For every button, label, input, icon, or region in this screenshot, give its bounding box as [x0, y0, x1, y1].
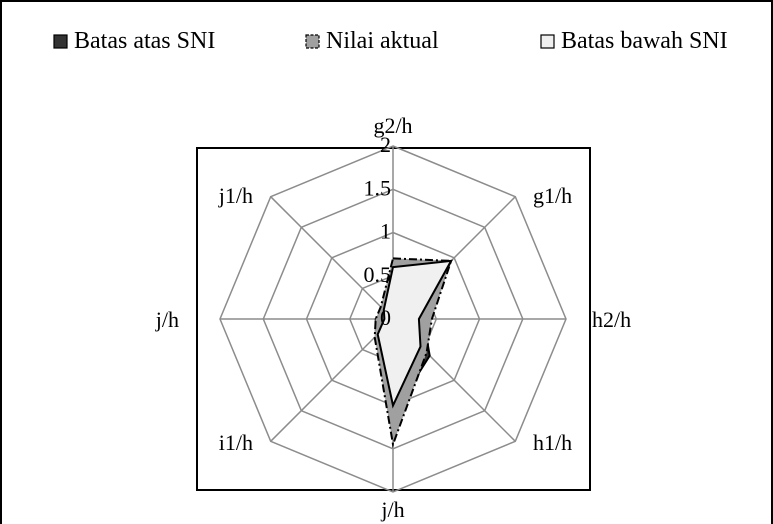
category-label: h1/h [533, 430, 572, 455]
legend-label-1: Nilai aktual [326, 28, 439, 54]
legend: Batas atas SNI Nilai aktual Batas bawah SN… [53, 28, 728, 54]
category-label: j/h [155, 307, 179, 332]
category-label: h2/h [592, 307, 631, 332]
radial-tick-label: 1.5 [364, 175, 392, 200]
radial-tick-label: 0.5 [364, 262, 392, 287]
radial-tick-label: 0 [380, 305, 391, 330]
legend-label-0: Batas atas SNI [74, 28, 215, 54]
grid-spoke [270, 196, 394, 320]
radial-tick-label: 2 [380, 132, 391, 157]
category-label: j/h [380, 497, 404, 522]
legend-swatch-0 [53, 34, 68, 49]
radial-tick-label: 1 [380, 219, 391, 244]
legend-swatch-1 [305, 34, 320, 49]
legend-label-2: Batas bawah SNI [561, 28, 728, 54]
category-label: j1/h [218, 183, 253, 208]
series-polygon-2 [376, 259, 453, 409]
category-label: g1/h [533, 183, 572, 208]
legend-swatch-2 [540, 34, 555, 49]
category-label: i1/h [219, 430, 253, 455]
category-label: g2/h [373, 113, 412, 138]
grid-spoke [270, 318, 394, 442]
